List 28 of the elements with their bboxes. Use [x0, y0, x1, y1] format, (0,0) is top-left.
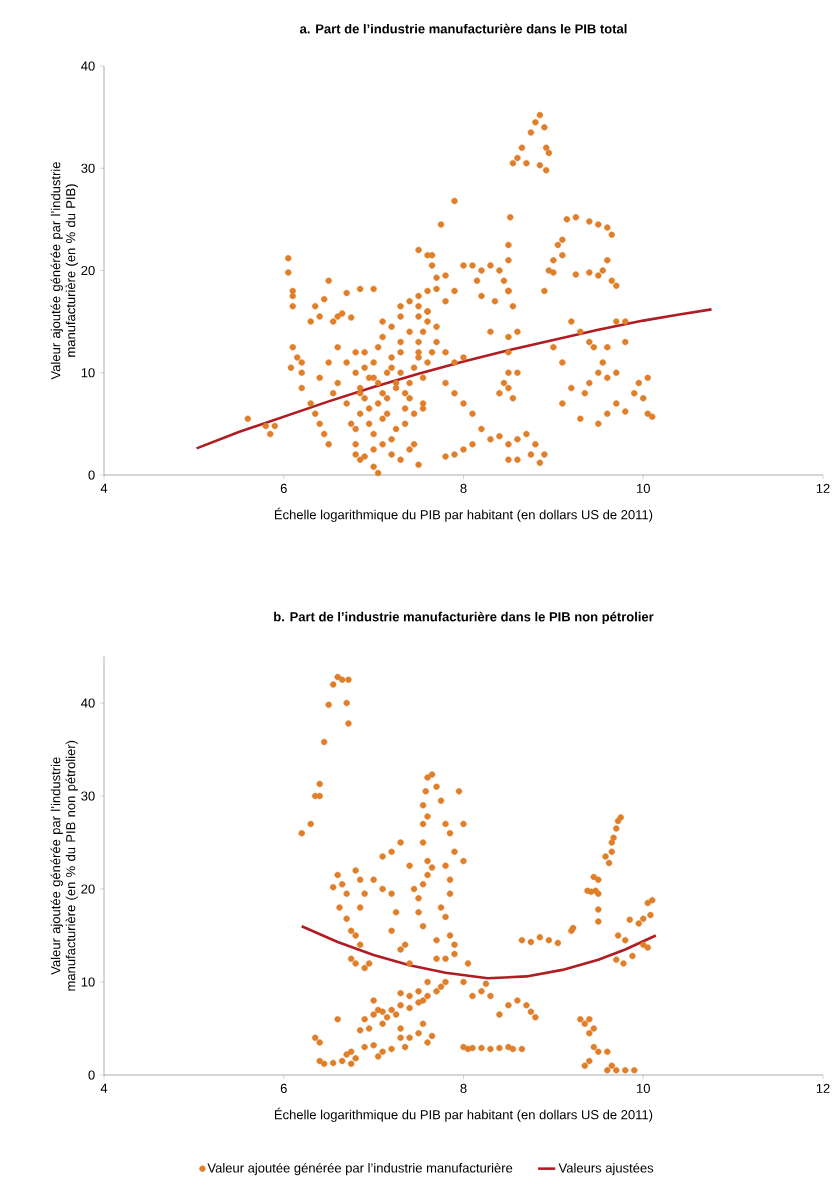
- y-axis-title: Valeur ajoutée générée par l’industrie manufacturière (en % du PIB): [50, 162, 78, 380]
- x-tick-label: 6: [280, 483, 287, 493]
- chart-title: a. Part de l’industrie manufacturière dans le PIB total: [300, 23, 627, 34]
- legend-label: Valeurs ajustées: [558, 1162, 654, 1176]
- x-axis-title: Échelle logarithmique du PIB par habitant (en dollars US de 2011): [274, 507, 653, 522]
- x-tick-label: 6: [280, 1083, 287, 1093]
- x-tick-label: 12: [816, 483, 830, 493]
- y-tick-label: 30: [81, 163, 95, 173]
- x-tick-label: 4: [100, 483, 108, 493]
- y-tick-label: 20: [81, 265, 95, 276]
- legend-label: Valeur ajoutée générée par l’industrie manufacturière: [207, 1162, 513, 1176]
- x-tick-label: 8: [460, 1083, 467, 1093]
- x-axis-title: Échelle logarithmique du PIB par habitant (en dollars US de 2011): [274, 1107, 653, 1122]
- y-tick-label: 20: [81, 884, 95, 894]
- x-tick-label: 10: [637, 483, 650, 493]
- y-axis-title: Valeur ajoutée générée par l’industrie manufacturière (en % du PIB non pétrolier): [50, 740, 78, 991]
- y-tick-label: 40: [81, 698, 95, 708]
- x-tick-label: 4: [100, 1083, 108, 1093]
- chart-title: b. Part de l’industrie manufacturière dans le PIB non pétrolier: [274, 611, 654, 624]
- y-tick-label: 10: [81, 368, 95, 378]
- y-tick-label: 10: [81, 977, 95, 987]
- x-tick-label: 10: [637, 1083, 650, 1093]
- x-tick-label: 8: [460, 483, 467, 493]
- y-tick-label: 30: [81, 791, 95, 801]
- y-tick-label: 0: [88, 470, 95, 480]
- y-tick-label: 40: [81, 61, 95, 71]
- x-tick-label: 12: [816, 1083, 830, 1093]
- y-tick-label: 0: [88, 1070, 95, 1080]
